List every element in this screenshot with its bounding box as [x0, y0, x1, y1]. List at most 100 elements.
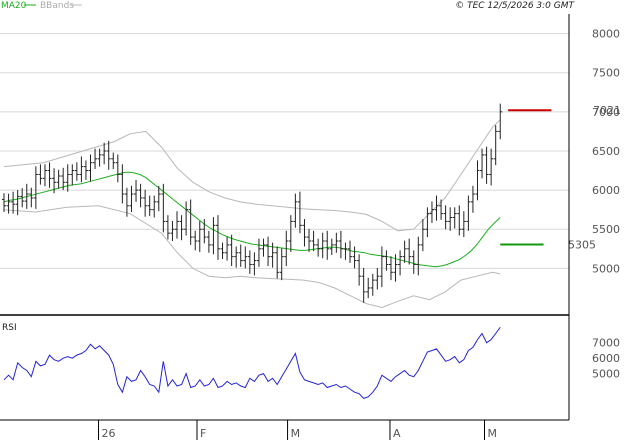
price-bar — [388, 256, 393, 281]
price-bar — [20, 188, 25, 208]
price-bar — [329, 238, 334, 256]
price-bar — [29, 187, 34, 208]
price-bar — [211, 217, 216, 255]
month-label: M — [487, 427, 497, 440]
price-bar — [15, 190, 20, 216]
price-bar — [93, 148, 98, 169]
ma20-line — [3, 171, 501, 268]
price-bar — [484, 146, 489, 184]
price-bar — [425, 207, 430, 238]
price-bar — [270, 242, 275, 268]
price-bar — [215, 215, 220, 260]
price-bar — [115, 154, 120, 183]
price-bar — [384, 250, 389, 271]
price-bar — [498, 103, 503, 140]
price-bar — [402, 240, 407, 263]
price-bar — [338, 230, 343, 259]
price-bars — [2, 103, 503, 303]
price-bar — [475, 160, 480, 201]
price-bar — [129, 185, 134, 213]
price-bar — [225, 236, 230, 261]
price-bar — [147, 195, 152, 216]
bollinger-bands — [3, 119, 501, 309]
price-bar — [416, 236, 421, 276]
price-bar — [489, 148, 494, 186]
price-bar — [439, 199, 444, 220]
price-bar — [47, 162, 52, 188]
price-bar — [366, 277, 371, 299]
month-label: A — [393, 427, 401, 440]
rsi-tick-label: 6000 — [592, 352, 620, 365]
ma20-polyline — [3, 171, 501, 268]
price-bar — [220, 242, 225, 259]
copyright-text: © TEC 12/5/2026 3:0 GMT — [455, 1, 575, 11]
price-bar — [302, 219, 307, 247]
price-bar — [256, 238, 261, 267]
price-bar — [393, 254, 398, 282]
price-bar — [170, 221, 175, 241]
price-bar — [307, 228, 312, 252]
price-bar — [152, 195, 157, 218]
price-bar — [284, 230, 289, 267]
price-bar — [247, 250, 252, 274]
bb-lower-line — [3, 205, 501, 309]
price-bar — [74, 162, 79, 181]
price-bar — [102, 142, 107, 165]
price-bar — [420, 219, 425, 252]
price-bar — [165, 215, 170, 240]
price-bar — [361, 267, 366, 303]
price-tick-label: 5000 — [592, 262, 620, 275]
price-bar — [188, 199, 193, 245]
price-bar — [206, 230, 211, 253]
legend-ma20: MA20 — [1, 1, 27, 11]
price-tick-label: 7500 — [592, 67, 620, 80]
price-bar — [156, 185, 161, 212]
price-bar — [229, 234, 234, 267]
price-bar — [238, 244, 243, 267]
grid-lines — [0, 33, 569, 440]
price-bar — [266, 236, 271, 267]
price-bar — [243, 246, 248, 269]
price-bar — [448, 207, 453, 231]
price-bar — [293, 193, 298, 228]
price-tick-label: 5500 — [592, 223, 620, 236]
month-label: 26 — [102, 427, 116, 440]
price-tick-label: 6000 — [592, 184, 620, 197]
price-bar — [461, 211, 466, 238]
price-tick-label: 6500 — [592, 145, 620, 158]
price-bar — [375, 267, 380, 290]
price-bar — [434, 195, 439, 221]
price-bar — [24, 183, 29, 209]
price-bar — [106, 140, 111, 170]
rsi-title: RSI — [2, 323, 17, 333]
price-bar — [370, 273, 375, 296]
price-bar — [457, 205, 462, 236]
price-bar — [193, 230, 198, 251]
price-bar — [279, 248, 284, 281]
rsi-tick-label: 5000 — [592, 368, 620, 381]
price-bar — [466, 195, 471, 231]
price-bar — [2, 193, 6, 213]
price-bar — [325, 230, 330, 260]
month-label: F — [200, 427, 206, 440]
price-bar — [56, 169, 61, 189]
price-bar — [61, 167, 66, 191]
price-bar — [70, 164, 75, 186]
month-label: M — [291, 427, 301, 440]
rsi-polyline — [3, 327, 501, 399]
price-bar — [275, 246, 280, 279]
price-tick-label: 8000 — [592, 28, 620, 41]
price-bar — [83, 160, 88, 180]
rsi-line — [3, 327, 501, 399]
price-bar — [6, 193, 11, 214]
price-bar — [97, 148, 102, 167]
price-bar — [52, 168, 57, 194]
price-bar — [343, 242, 348, 260]
price-bar — [320, 232, 325, 259]
price-bar — [452, 207, 457, 229]
price-bar — [379, 246, 384, 288]
price-bar — [348, 240, 353, 263]
price-bar — [311, 230, 316, 252]
chart-frame — [0, 14, 570, 421]
